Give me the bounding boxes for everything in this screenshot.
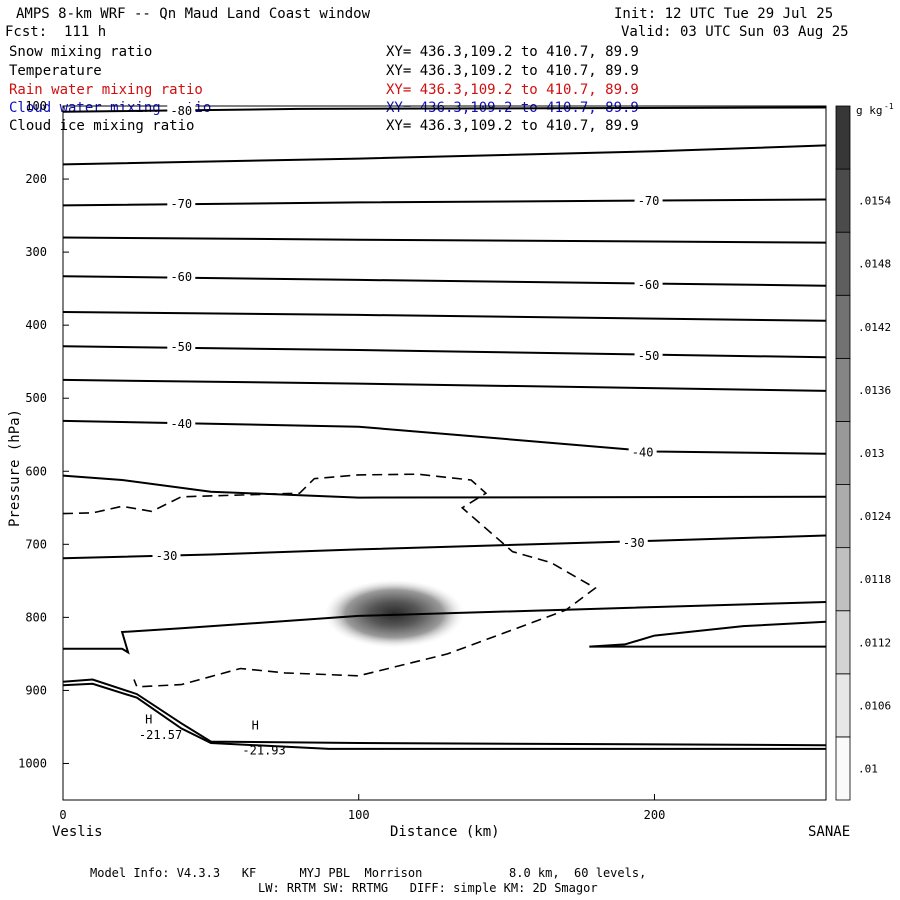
y-tick-label-700: 700 [25, 537, 47, 551]
colorbar-level-1: .0106 [858, 699, 891, 712]
colorbar-cell-7 [835, 294, 851, 359]
isotherm-line-6 [62, 345, 827, 359]
colorbar-cell-2 [835, 610, 851, 675]
isotherm-label-bg-3 [167, 268, 196, 283]
x-tick-label-200: 200 [644, 808, 666, 822]
dashed-mixing-contour [62, 473, 597, 688]
colorbar-cell-10 [835, 105, 851, 170]
field-name-snow: Snow mixing ratio [9, 44, 153, 60]
colorbar-cell-9 [835, 168, 851, 233]
field-xy-rain: XY= 436.3,109.2 to 410.7, 89.9 [386, 82, 639, 98]
isotherm-label-1: -70 [170, 197, 192, 211]
y-tick-label-600: 600 [25, 464, 47, 478]
left-endpoint-label: Veslis [52, 824, 103, 840]
isotherm-label-4: -60 [638, 278, 660, 292]
right-endpoint-label: SANAE [808, 824, 851, 840]
isotherm-line-4 [62, 275, 827, 287]
isotherm-label-bg-8 [628, 444, 657, 459]
valid-time: Valid: 03 UTC Sun 03 Aug 25 [621, 24, 849, 40]
colorbar-level-4: .0124 [858, 510, 891, 523]
init-time: Init: 12 UTC Tue 29 Jul 25 [614, 6, 834, 22]
colorbar-level-3: .0118 [858, 573, 891, 586]
model-info-line1: Model Info: V4.3.3 KF MYJ PBL Morrison 8… [90, 866, 647, 880]
isotherm-label-bg-7 [167, 415, 196, 430]
isotherm-label-bg-6 [634, 347, 663, 362]
isotherm-line-0 [62, 106, 827, 113]
y-tick-label-800: 800 [25, 610, 47, 624]
isotherm-label-bg-1 [167, 195, 196, 210]
y-tick-label-500: 500 [25, 391, 47, 405]
x-axis-label: Distance (km) [390, 824, 500, 840]
isotherm-line-8 [62, 419, 827, 455]
chart-title: AMPS 8-km WRF -- Qn Maud Land Coast wind… [16, 6, 371, 22]
colorbar-level-5: .013 [858, 447, 885, 460]
y-tick-label-400: 400 [25, 318, 47, 332]
x-tick-label-0: 0 [59, 808, 66, 822]
isotherm-label-bg-2 [634, 192, 663, 207]
isotherm-label-bg-10 [619, 534, 648, 549]
isotherm-label-10: -30 [623, 536, 645, 550]
isotherm-label-bg-5 [167, 339, 196, 354]
y-tick-label-100: 100 [25, 99, 47, 113]
isotherm-label-8: -40 [632, 445, 654, 459]
extrema-label-3: -21.93 [242, 743, 285, 757]
colorbar-level-8: .0148 [858, 258, 891, 271]
isotherm-label-bg-0 [167, 103, 196, 118]
isotherm-line-1 [62, 144, 827, 166]
colorbar-cell-3 [835, 547, 851, 612]
isotherm-label-0: -80 [170, 104, 192, 118]
y-tick-label-300: 300 [25, 245, 47, 259]
isotherm-label-bg-4 [634, 276, 663, 291]
isotherm-label-9: -30 [156, 549, 178, 563]
isotherm-line-7 [62, 378, 827, 392]
forecast-hour: Fcst: 111 h [5, 24, 107, 40]
colorbar-cell-6 [835, 357, 851, 422]
isotherm-line-2 [62, 198, 827, 207]
snow-mixing-max-shading [324, 579, 465, 648]
isotherm-line-9 [62, 474, 827, 499]
field-name-temperature: Temperature [9, 63, 102, 79]
field-name-rain: Rain water mixing ratio [9, 82, 203, 98]
colorbar-unit-exponent: -1 [884, 102, 894, 111]
isotherm-line-5 [62, 311, 827, 322]
extrema-label-0: H [145, 713, 152, 727]
field-xy-cloud-ice: XY= 436.3,109.2 to 410.7, 89.9 [386, 118, 639, 134]
isotherm-line-12 [589, 620, 827, 648]
x-tick-label-100: 100 [348, 808, 370, 822]
colorbar-cell-5 [835, 421, 851, 485]
isotherm-label-3: -60 [170, 270, 192, 284]
field-xy-temperature: XY= 436.3,109.2 to 410.7, 89.9 [386, 63, 639, 79]
field-xy-snow: XY= 436.3,109.2 to 410.7, 89.9 [386, 44, 639, 60]
colorbar-cell-1 [835, 673, 851, 738]
isotherm-label-bg-9 [152, 548, 181, 563]
y-axis-label: Pressure (hPa) [7, 409, 23, 528]
colorbar-level-2: .0112 [858, 636, 891, 649]
colorbar-cell-0 [835, 736, 851, 801]
y-tick-label-200: 200 [25, 172, 47, 186]
colorbar-cell-8 [835, 231, 851, 296]
colorbar-level-7: .0142 [858, 321, 891, 334]
colorbar-unit: g kg [856, 104, 883, 117]
colorbar-level-9: .0154 [858, 195, 891, 208]
isotherm-label-7: -40 [170, 417, 192, 431]
isotherm-label-2: -70 [638, 194, 660, 208]
isotherm-line-14 [62, 678, 827, 747]
extrema-label-2: H [252, 718, 259, 732]
isotherm-line-15 [62, 682, 826, 750]
isotherm-line-3 [62, 236, 827, 244]
isotherm-label-5: -50 [170, 340, 192, 354]
isotherm-line-11 [63, 601, 827, 655]
isotherm-label-6: -50 [638, 349, 660, 363]
field-name-cloud-ice: Cloud ice mixing ratio [9, 118, 195, 134]
colorbar-level-6: .0136 [858, 384, 891, 397]
y-tick-label-900: 900 [25, 683, 47, 697]
colorbar-cell-4 [835, 484, 851, 549]
y-tick-label-1000: 1000 [18, 756, 47, 770]
extrema-label-1: -21.57 [139, 728, 182, 742]
model-info-line2: LW: RRTM SW: RRTMG DIFF: simple KM: 2D S… [258, 881, 598, 895]
colorbar-level-0: .01 [858, 763, 878, 776]
